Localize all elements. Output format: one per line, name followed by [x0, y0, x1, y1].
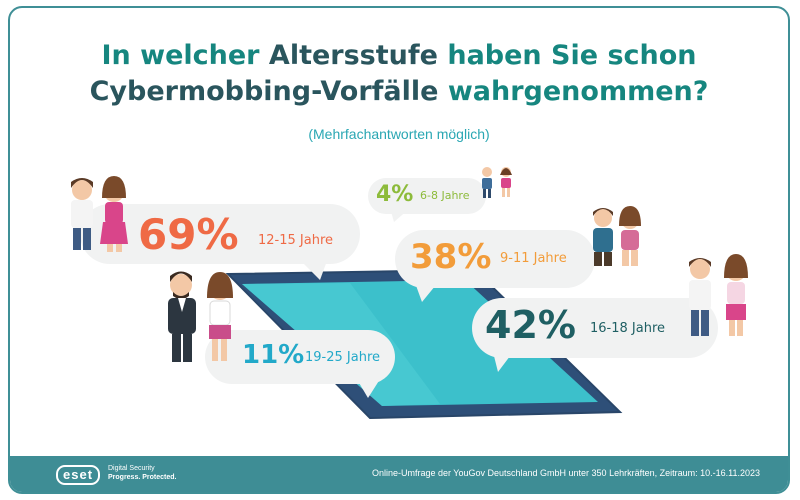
bubble-38	[395, 230, 595, 302]
bubble-69	[80, 204, 360, 280]
title-part: haben Sie schon	[447, 40, 697, 71]
value-label-16-18: 42%	[485, 303, 576, 347]
page-title: In welcher Altersstufe haben Sie schon C…	[10, 38, 788, 110]
bubble-42	[472, 298, 718, 372]
category-label-6-8: 6-8 Jahre	[420, 189, 470, 202]
value-label-12-15: 69%	[138, 210, 239, 259]
bubble-11	[205, 330, 395, 398]
illustration-layer	[71, 167, 748, 420]
title-part: In welcher	[101, 40, 260, 71]
logo-tagline-2: Progress. Protected.	[108, 474, 177, 481]
eset-logo: eset	[56, 465, 101, 485]
title-part: wahrgenommen?	[447, 76, 709, 107]
people-19-25-icon	[168, 271, 233, 362]
source-note: Online-Umfrage der YouGov Deutschland Gm…	[371, 468, 760, 478]
logo-tagline-1: Digital Security	[108, 465, 155, 472]
title-line-2: Cybermobbing-Vorfälle wahrgenommen?	[10, 74, 788, 110]
infographic-frame: In welcher Altersstufe haben Sie schon C…	[8, 6, 790, 494]
value-label-19-25: 11%	[242, 340, 305, 370]
value-label-9-11: 38%	[410, 237, 492, 277]
category-label-19-25: 19-25 Jahre	[305, 350, 381, 365]
category-label-16-18: 16-18 Jahre	[590, 321, 666, 336]
page-subtitle: (Mehrfachantworten möglich)	[308, 126, 490, 142]
title-part-highlight: Cybermobbing-Vorfälle	[89, 76, 439, 107]
people-16-18-icon	[689, 254, 748, 336]
title-part-highlight: Altersstufe	[268, 40, 438, 71]
people-12-15-icon	[71, 176, 128, 252]
bubble-4	[368, 178, 486, 222]
category-label-12-15: 12-15 Jahre	[258, 233, 334, 248]
value-label-6-8: 4%	[376, 182, 414, 207]
people-6-8-icon	[482, 167, 512, 198]
category-label-9-11: 9-11 Jahre	[500, 251, 567, 266]
title-line-1: In welcher Altersstufe haben Sie schon	[10, 38, 788, 74]
footer-bar: eset Digital Security Progress. Protecte…	[10, 456, 788, 492]
people-9-11-icon	[593, 206, 641, 266]
